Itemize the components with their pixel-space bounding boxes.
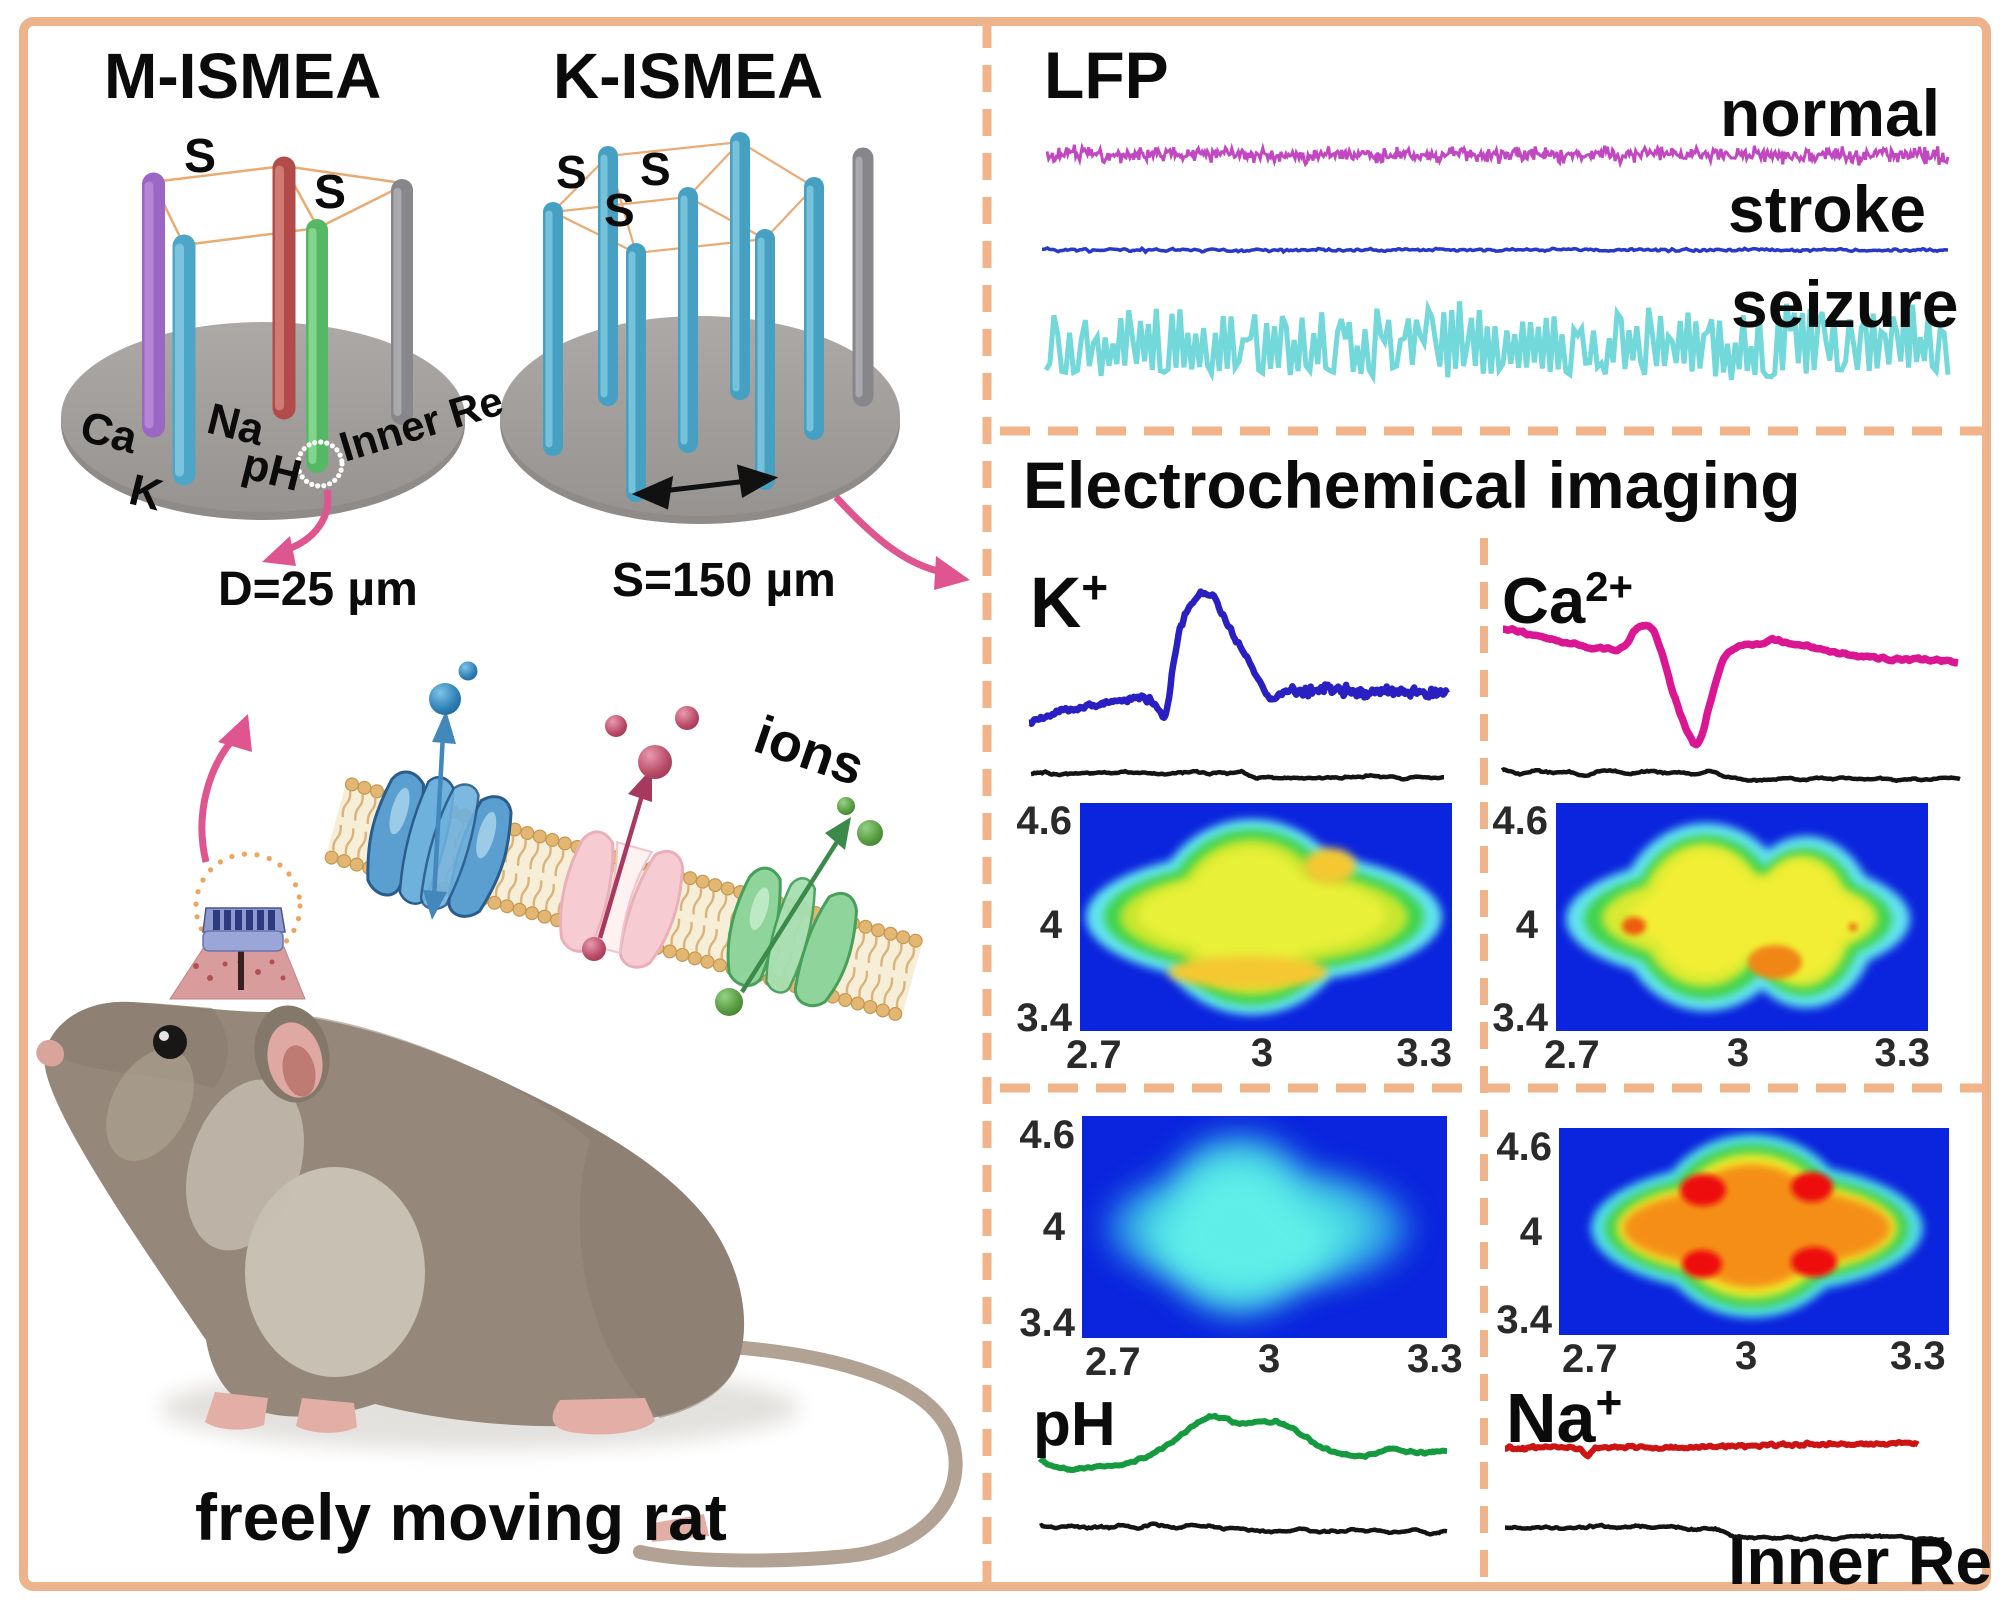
svg-text:freely moving rat: freely moving rat bbox=[195, 1480, 727, 1554]
svg-text:3.4: 3.4 bbox=[1492, 996, 1548, 1040]
svg-text:3.4: 3.4 bbox=[1496, 1298, 1552, 1342]
svg-text:normal: normal bbox=[1720, 76, 1940, 150]
svg-text:Inner Re: Inner Re bbox=[1728, 1524, 1992, 1598]
svg-text:seizure: seizure bbox=[1731, 267, 1958, 341]
svg-text:3.3: 3.3 bbox=[1874, 1031, 1930, 1075]
svg-text:3: 3 bbox=[1258, 1337, 1280, 1381]
svg-text:4.6: 4.6 bbox=[1492, 799, 1548, 843]
svg-text:3.4: 3.4 bbox=[1019, 1301, 1075, 1345]
svg-text:M-ISMEA: M-ISMEA bbox=[104, 40, 381, 112]
svg-text:3.4: 3.4 bbox=[1016, 996, 1072, 1040]
svg-text:pH: pH bbox=[1033, 1390, 1116, 1459]
svg-text:S: S bbox=[556, 146, 587, 198]
svg-text:4: 4 bbox=[1040, 903, 1063, 947]
svg-text:4: 4 bbox=[1516, 903, 1539, 947]
svg-text:S=150 µm: S=150 µm bbox=[612, 554, 836, 607]
svg-text:LFP: LFP bbox=[1044, 38, 1169, 112]
svg-text:4: 4 bbox=[1520, 1210, 1543, 1254]
svg-text:K+: K+ bbox=[1030, 561, 1108, 643]
svg-text:3: 3 bbox=[1727, 1031, 1749, 1075]
svg-text:2.7: 2.7 bbox=[1066, 1033, 1122, 1077]
svg-text:3: 3 bbox=[1251, 1031, 1273, 1075]
svg-text:2.7: 2.7 bbox=[1085, 1340, 1141, 1384]
svg-text:ions: ions bbox=[747, 705, 872, 798]
svg-text:2.7: 2.7 bbox=[1562, 1337, 1618, 1381]
svg-text:2.7: 2.7 bbox=[1544, 1033, 1600, 1077]
svg-text:3: 3 bbox=[1735, 1334, 1757, 1378]
svg-text:stroke: stroke bbox=[1728, 172, 1926, 246]
svg-text:S: S bbox=[604, 184, 635, 236]
svg-text:D=25 µm: D=25 µm bbox=[218, 563, 418, 616]
svg-text:3.3: 3.3 bbox=[1890, 1334, 1946, 1378]
svg-text:3.3: 3.3 bbox=[1407, 1337, 1463, 1381]
svg-text:S: S bbox=[640, 143, 671, 195]
svg-text:4.6: 4.6 bbox=[1496, 1125, 1552, 1169]
svg-text:4.6: 4.6 bbox=[1016, 799, 1072, 843]
svg-text:3.3: 3.3 bbox=[1396, 1031, 1452, 1075]
svg-text:K-ISMEA: K-ISMEA bbox=[553, 40, 823, 112]
svg-text:Ca2+: Ca2+ bbox=[1502, 563, 1633, 637]
svg-text:Electrochemical imaging: Electrochemical imaging bbox=[1023, 448, 1801, 522]
svg-text:4: 4 bbox=[1043, 1205, 1066, 1249]
svg-text:4.6: 4.6 bbox=[1019, 1113, 1075, 1157]
svg-text:S: S bbox=[314, 166, 346, 219]
svg-text:S: S bbox=[184, 130, 216, 183]
